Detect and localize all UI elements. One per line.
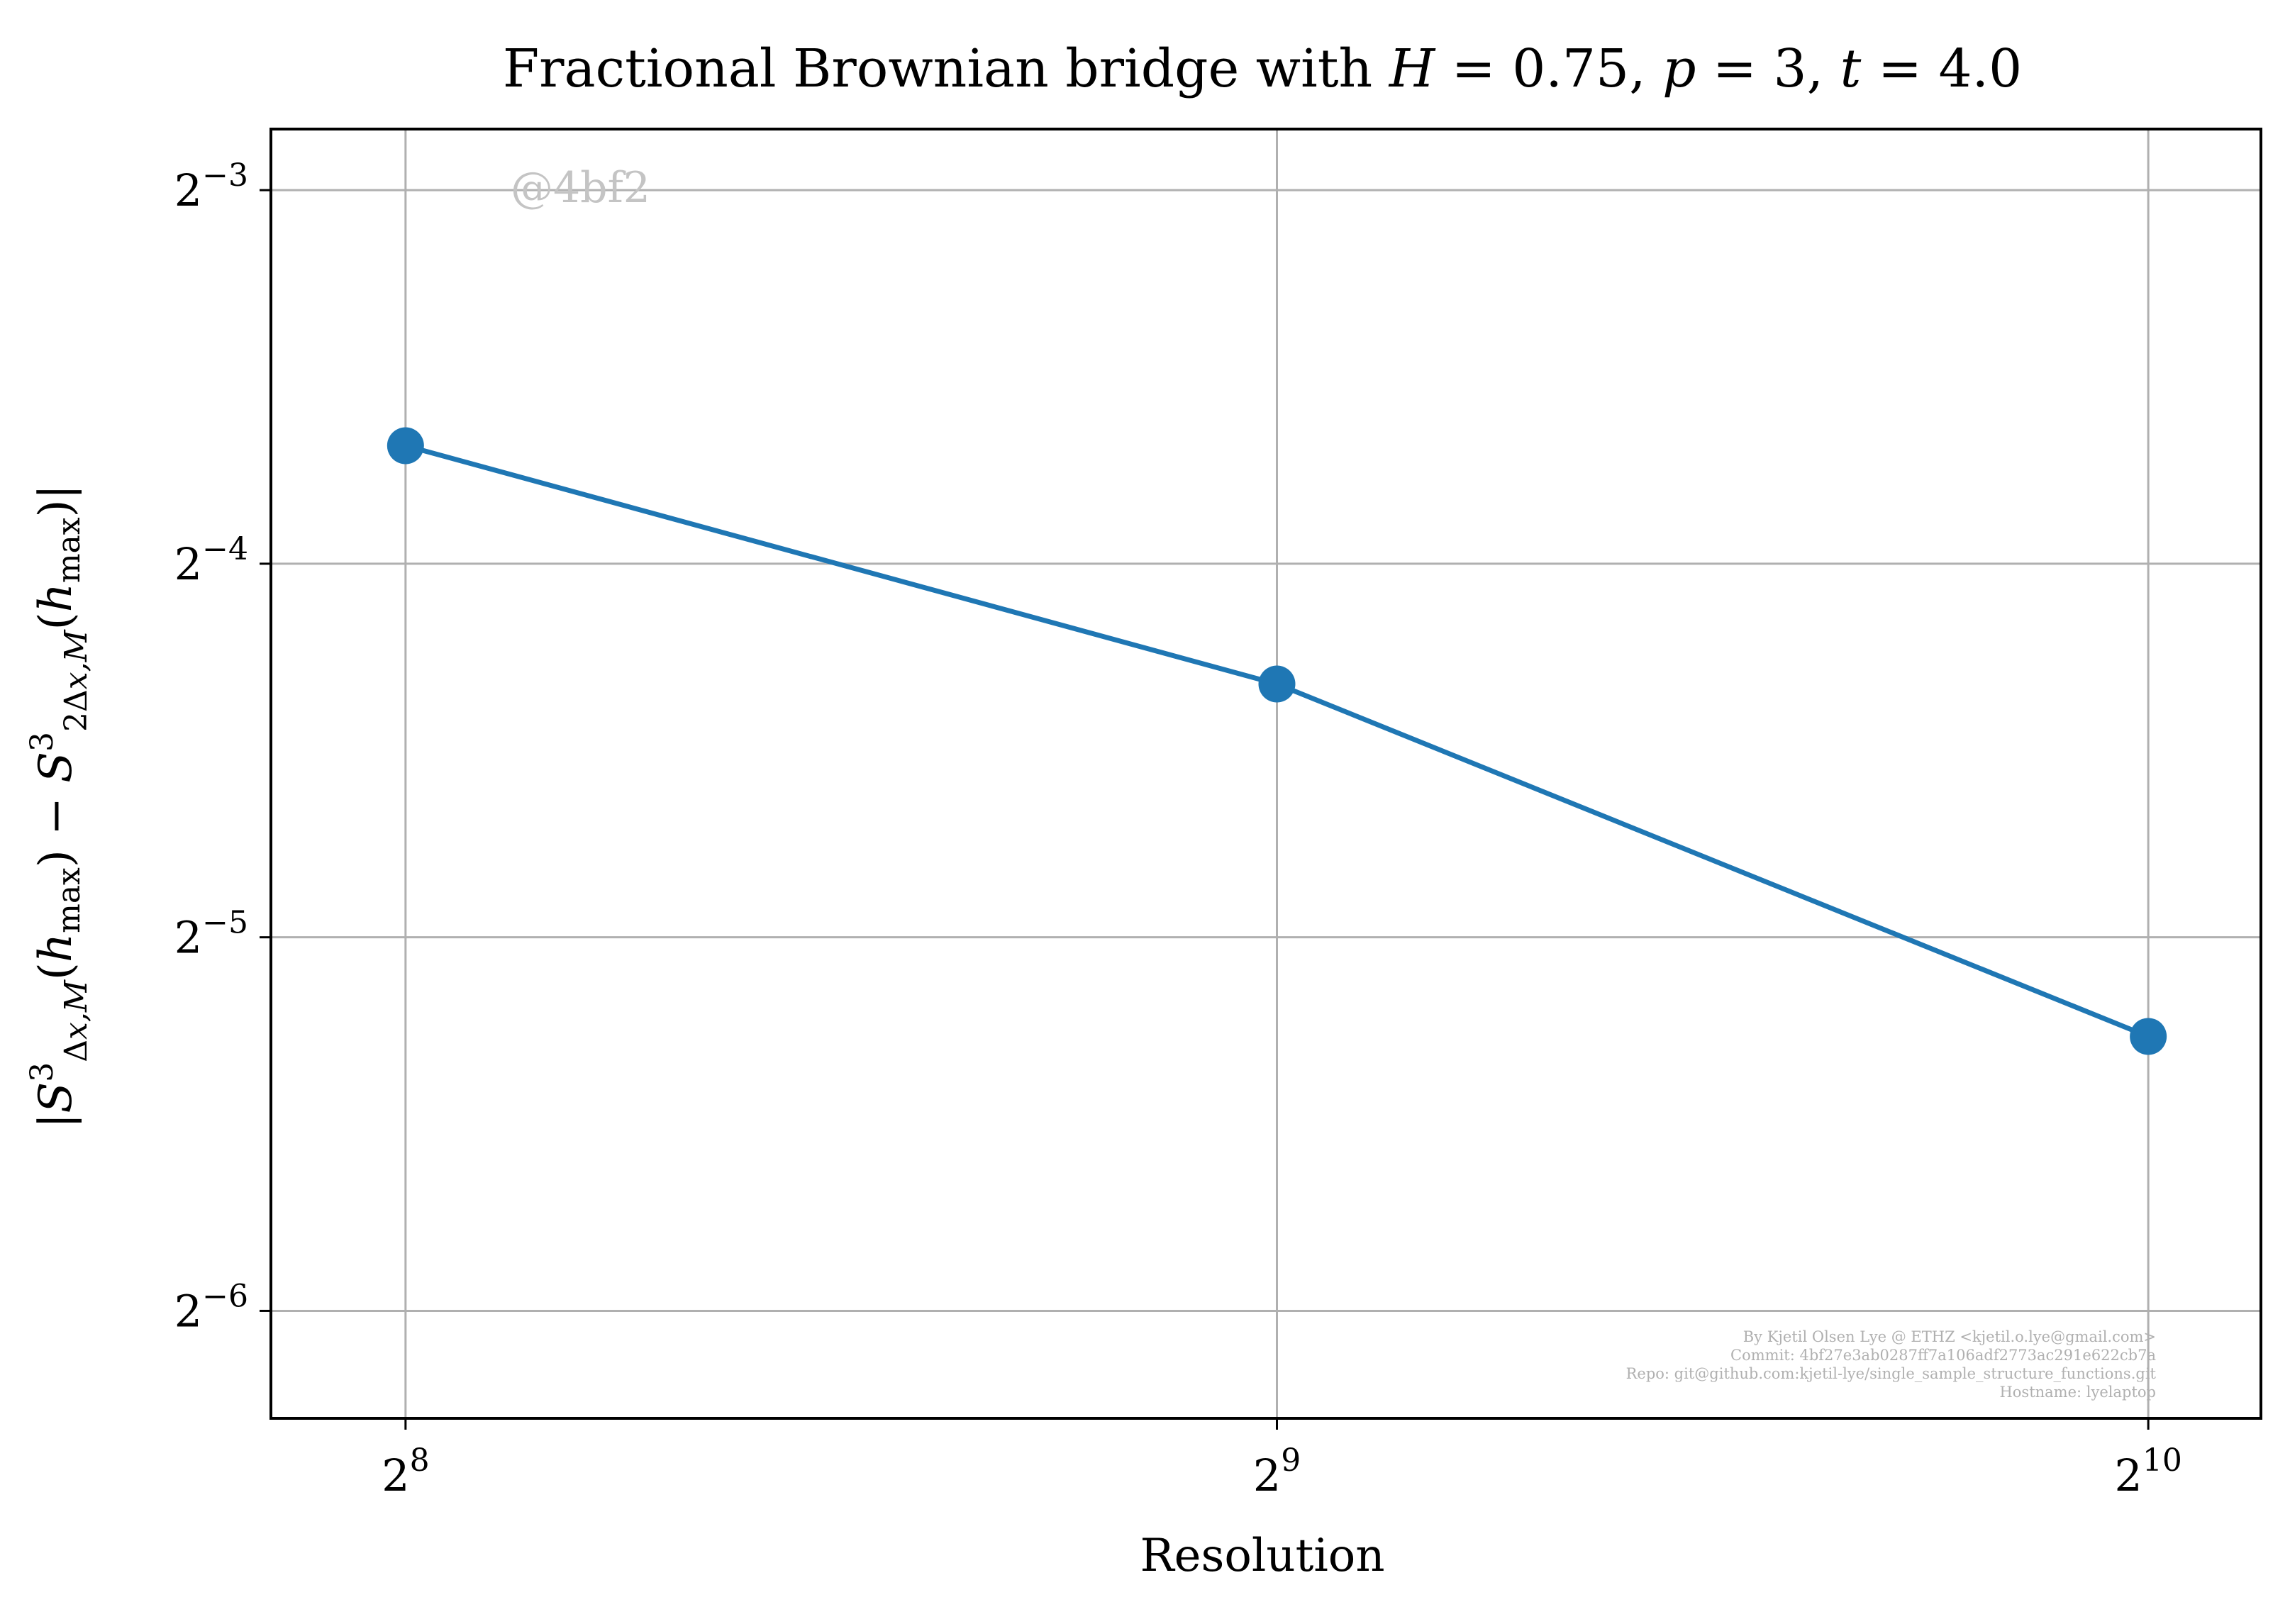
series	[387, 427, 2167, 1055]
x-tick-label: 210	[2114, 1442, 2181, 1501]
grid	[271, 129, 2261, 1418]
credit-line: Repo: git@github.com:kjetil-lye/single_s…	[1626, 1365, 2157, 1382]
x-tick-label: 29	[1253, 1442, 1301, 1501]
y-tick-label: 2−3	[174, 157, 248, 216]
plot-frame	[269, 128, 2262, 1420]
credit-line: Commit: 4bf27e3ab0287ff7a106adf2773ac291…	[1730, 1347, 2156, 1364]
y-axis-title: |S3Δx,M(hmax) − S32Δx,M(hmax)|	[24, 484, 94, 1128]
y-tick-label: 2−4	[174, 531, 248, 590]
data-point	[1258, 665, 1296, 703]
x-tick-label: 28	[382, 1442, 429, 1501]
y-tick-label: 2−6	[174, 1278, 248, 1337]
data-point	[387, 427, 424, 465]
axes: 28 29 210 2−3 2−4 2−5 2−6	[174, 157, 2182, 1501]
data-point	[2130, 1018, 2167, 1055]
credit-line: By Kjetil Olsen Lye @ ETHZ <kjetil.o.lye…	[1743, 1328, 2156, 1345]
credits: By Kjetil Olsen Lye @ ETHZ <kjetil.o.lye…	[1626, 1328, 2157, 1401]
watermark: @4bf2	[511, 163, 650, 213]
chart-title: Fractional Brownian bridge with H = 0.75…	[503, 38, 2022, 99]
x-axis-title: Resolution	[1140, 1530, 1384, 1582]
y-tick-label: 2−5	[174, 905, 248, 964]
credit-line: Hostname: lyelaptop	[1999, 1384, 2156, 1401]
